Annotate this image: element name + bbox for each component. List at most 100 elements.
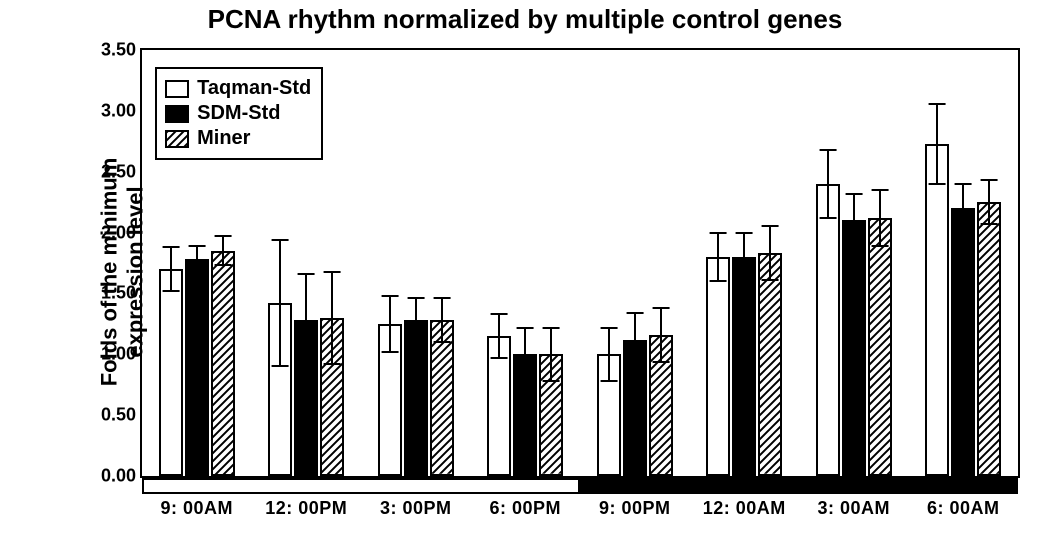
bar (925, 144, 949, 476)
legend-item: SDM-Std (165, 102, 311, 125)
error-bar (634, 313, 636, 367)
error-cap (955, 183, 972, 185)
error-cap (272, 239, 289, 241)
error-bar (962, 184, 964, 233)
error-cap (929, 103, 946, 105)
legend-item: Taqman-Std (165, 77, 311, 100)
error-bar (222, 236, 224, 265)
error-cap (491, 313, 508, 315)
error-bar (717, 233, 719, 282)
error-bar (389, 296, 391, 352)
error-cap (381, 351, 398, 353)
error-cap (845, 246, 862, 248)
x-category-label: 9: 00PM (599, 498, 671, 519)
bar (404, 320, 428, 476)
error-bar (550, 328, 552, 382)
x-category-label: 6: 00AM (927, 498, 1000, 519)
error-cap (626, 365, 643, 367)
error-bar (879, 190, 881, 246)
error-cap (710, 232, 727, 234)
bar (430, 320, 454, 476)
error-cap (162, 290, 179, 292)
x-category-label: 3: 00AM (817, 498, 890, 519)
error-bar (988, 180, 990, 224)
error-cap (955, 232, 972, 234)
error-bar (415, 298, 417, 342)
y-tick-label: 2.00 (101, 222, 136, 243)
y-tick-label: 1.00 (101, 344, 136, 365)
error-bar (331, 272, 333, 365)
error-bar (279, 240, 281, 367)
error-cap (762, 225, 779, 227)
x-category-label: 6: 00PM (489, 498, 561, 519)
error-bar (498, 314, 500, 358)
error-cap (981, 223, 998, 225)
error-cap (710, 280, 727, 282)
error-cap (214, 235, 231, 237)
error-cap (652, 307, 669, 309)
bar (211, 251, 235, 476)
error-cap (981, 179, 998, 181)
error-cap (407, 341, 424, 343)
legend-item: Miner (165, 127, 311, 150)
x-category-label: 9: 00AM (160, 498, 233, 519)
legend-label: SDM-Std (197, 102, 280, 125)
plot-area: Taqman-StdSDM-StdMiner 0.000.501.001.502… (140, 48, 1020, 478)
error-bar (743, 233, 745, 282)
error-cap (736, 280, 753, 282)
error-cap (517, 327, 534, 329)
y-tick-label: 2.50 (101, 161, 136, 182)
error-cap (871, 189, 888, 191)
y-tick-label: 0.00 (101, 466, 136, 487)
error-cap (188, 245, 205, 247)
error-bar (936, 104, 938, 184)
y-tick-label: 1.50 (101, 283, 136, 304)
error-cap (543, 380, 560, 382)
error-cap (762, 279, 779, 281)
error-cap (845, 193, 862, 195)
error-cap (929, 183, 946, 185)
error-bar (769, 226, 771, 280)
bar (977, 202, 1001, 476)
error-cap (871, 245, 888, 247)
error-bar (196, 246, 198, 273)
error-cap (517, 380, 534, 382)
error-cap (214, 264, 231, 266)
x-category-label: 3: 00PM (380, 498, 452, 519)
error-cap (381, 295, 398, 297)
error-bar (305, 274, 307, 367)
bar (816, 184, 840, 476)
bar (868, 218, 892, 476)
legend-swatch (165, 80, 189, 98)
error-cap (433, 297, 450, 299)
error-cap (652, 361, 669, 363)
error-bar (524, 328, 526, 382)
error-bar (827, 150, 829, 218)
bar (842, 220, 866, 476)
error-cap (626, 312, 643, 314)
legend-label: Miner (197, 127, 250, 150)
error-bar (853, 194, 855, 248)
bar (951, 208, 975, 476)
error-bar (170, 247, 172, 291)
x-category-label: 12: 00PM (265, 498, 347, 519)
error-cap (162, 246, 179, 248)
error-cap (600, 380, 617, 382)
error-cap (407, 297, 424, 299)
y-tick-label: 3.00 (101, 100, 136, 121)
error-cap (600, 327, 617, 329)
bar (185, 259, 209, 476)
error-cap (819, 217, 836, 219)
error-cap (543, 327, 560, 329)
error-cap (298, 365, 315, 367)
bar (758, 253, 782, 476)
legend-label: Taqman-Std (197, 77, 311, 100)
error-bar (660, 308, 662, 362)
error-cap (324, 271, 341, 273)
chart-container: PCNA rhythm normalized by multiple contr… (0, 0, 1050, 543)
legend: Taqman-StdSDM-StdMiner (155, 67, 323, 160)
error-cap (324, 363, 341, 365)
error-cap (298, 273, 315, 275)
legend-swatch (165, 130, 189, 148)
error-bar (441, 298, 443, 342)
